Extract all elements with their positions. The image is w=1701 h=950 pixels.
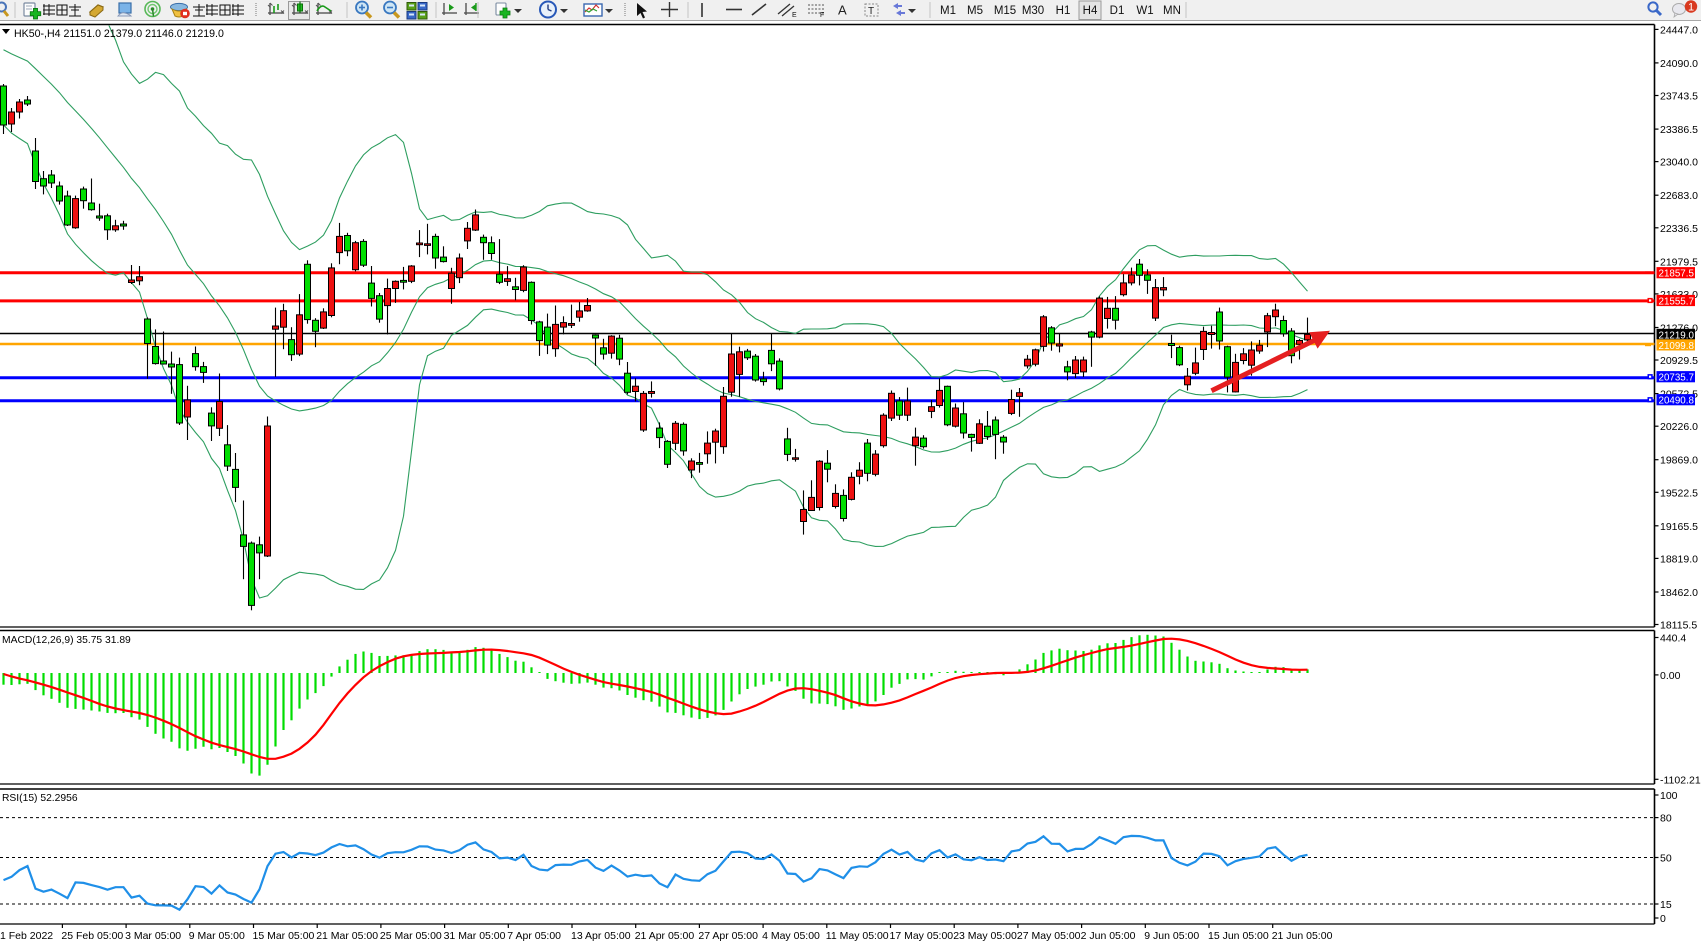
svg-text:22683.0: 22683.0 — [1660, 190, 1698, 202]
svg-text:25 Feb 05:00: 25 Feb 05:00 — [61, 930, 123, 942]
svg-text:21219.0: 21219.0 — [1659, 330, 1695, 341]
svg-text:18462.0: 18462.0 — [1660, 587, 1698, 599]
svg-text:440.4: 440.4 — [1660, 633, 1686, 645]
svg-text:M30: M30 — [1022, 5, 1044, 17]
svg-text:25 Mar 05:00: 25 Mar 05:00 — [380, 930, 442, 942]
svg-text:21979.5: 21979.5 — [1660, 256, 1698, 268]
svg-text:21 Jun 05:00: 21 Jun 05:00 — [1272, 930, 1333, 942]
svg-text:24447.0: 24447.0 — [1660, 24, 1698, 36]
svg-text:1: 1 — [1688, 2, 1694, 14]
svg-text:D1: D1 — [1110, 5, 1125, 17]
svg-text:20735.7: 20735.7 — [1659, 373, 1694, 384]
svg-text:21555.7: 21555.7 — [1659, 297, 1694, 308]
svg-text:9 Jun 05:00: 9 Jun 05:00 — [1144, 930, 1199, 942]
svg-text:21099.8: 21099.8 — [1659, 341, 1695, 352]
svg-text:19522.5: 19522.5 — [1660, 487, 1698, 499]
svg-text:RSI(15) 52.2956: RSI(15) 52.2956 — [2, 793, 78, 804]
svg-text:17 May 05:00: 17 May 05:00 — [890, 930, 954, 942]
svg-text:M1: M1 — [940, 5, 956, 17]
svg-text:H1: H1 — [1056, 5, 1071, 17]
svg-text:9 Mar 05:00: 9 Mar 05:00 — [189, 930, 245, 942]
svg-text:80: 80 — [1660, 813, 1672, 825]
svg-text:1 Feb 2022: 1 Feb 2022 — [0, 930, 53, 942]
svg-text:27 May 05:00: 27 May 05:00 — [1017, 930, 1081, 942]
svg-text:E: E — [792, 12, 797, 19]
svg-text:7 Apr 05:00: 7 Apr 05:00 — [507, 930, 561, 942]
svg-text:23 May 05:00: 23 May 05:00 — [953, 930, 1017, 942]
svg-text:H4: H4 — [1083, 5, 1098, 17]
svg-text:20490.8: 20490.8 — [1659, 396, 1695, 407]
svg-text:23040.0: 23040.0 — [1660, 157, 1698, 169]
svg-text:15 Mar 05:00: 15 Mar 05:00 — [253, 930, 315, 942]
svg-text:A: A — [838, 3, 847, 18]
svg-text:MN: MN — [1163, 5, 1181, 17]
svg-text:19165.5: 19165.5 — [1660, 521, 1698, 533]
svg-text:13 Apr 05:00: 13 Apr 05:00 — [571, 930, 631, 942]
svg-text:24090.0: 24090.0 — [1660, 58, 1698, 70]
svg-text:27 Apr 05:00: 27 Apr 05:00 — [698, 930, 758, 942]
svg-text:21 Mar 05:00: 21 Mar 05:00 — [316, 930, 378, 942]
svg-text:-1102.21: -1102.21 — [1660, 774, 1701, 786]
svg-text:HK50-,H4 21151.0 21379.0 2114: HK50-,H4 21151.0 21379.0 21146.0 21219.0 — [14, 28, 224, 40]
svg-text:M15: M15 — [994, 5, 1016, 17]
svg-text:4 May 05:00: 4 May 05:00 — [762, 930, 820, 942]
svg-text:2 Jun 05:00: 2 Jun 05:00 — [1081, 930, 1136, 942]
svg-text:MACD(12,26,9) 35.75 31.89: MACD(12,26,9) 35.75 31.89 — [2, 635, 131, 646]
svg-text:F: F — [820, 12, 824, 19]
svg-text:20226.0: 20226.0 — [1660, 421, 1698, 433]
svg-text:100: 100 — [1660, 790, 1678, 802]
svg-text:15: 15 — [1660, 899, 1672, 911]
svg-text:11 May 05:00: 11 May 05:00 — [826, 930, 889, 942]
svg-text:18819.0: 18819.0 — [1660, 553, 1698, 565]
svg-text:15 Jun 05:00: 15 Jun 05:00 — [1208, 930, 1269, 942]
svg-text:31 Mar 05:00: 31 Mar 05:00 — [444, 930, 506, 942]
svg-text:23386.5: 23386.5 — [1660, 124, 1698, 136]
svg-text:M5: M5 — [967, 5, 983, 17]
svg-text:0.00: 0.00 — [1660, 670, 1681, 682]
svg-text:0: 0 — [1660, 913, 1666, 925]
svg-text:3 Mar 05:00: 3 Mar 05:00 — [125, 930, 181, 942]
svg-text:50: 50 — [1660, 853, 1672, 865]
svg-text:W1: W1 — [1136, 5, 1153, 17]
svg-text:22336.5: 22336.5 — [1660, 223, 1698, 235]
svg-text:19869.0: 19869.0 — [1660, 455, 1698, 467]
svg-text:18115.5: 18115.5 — [1660, 620, 1697, 632]
svg-text:20929.5: 20929.5 — [1660, 355, 1698, 367]
svg-text:21857.5: 21857.5 — [1659, 269, 1695, 280]
svg-text:21 Apr 05:00: 21 Apr 05:00 — [635, 930, 695, 942]
svg-text:T: T — [868, 6, 874, 17]
svg-text:23743.5: 23743.5 — [1660, 91, 1698, 103]
